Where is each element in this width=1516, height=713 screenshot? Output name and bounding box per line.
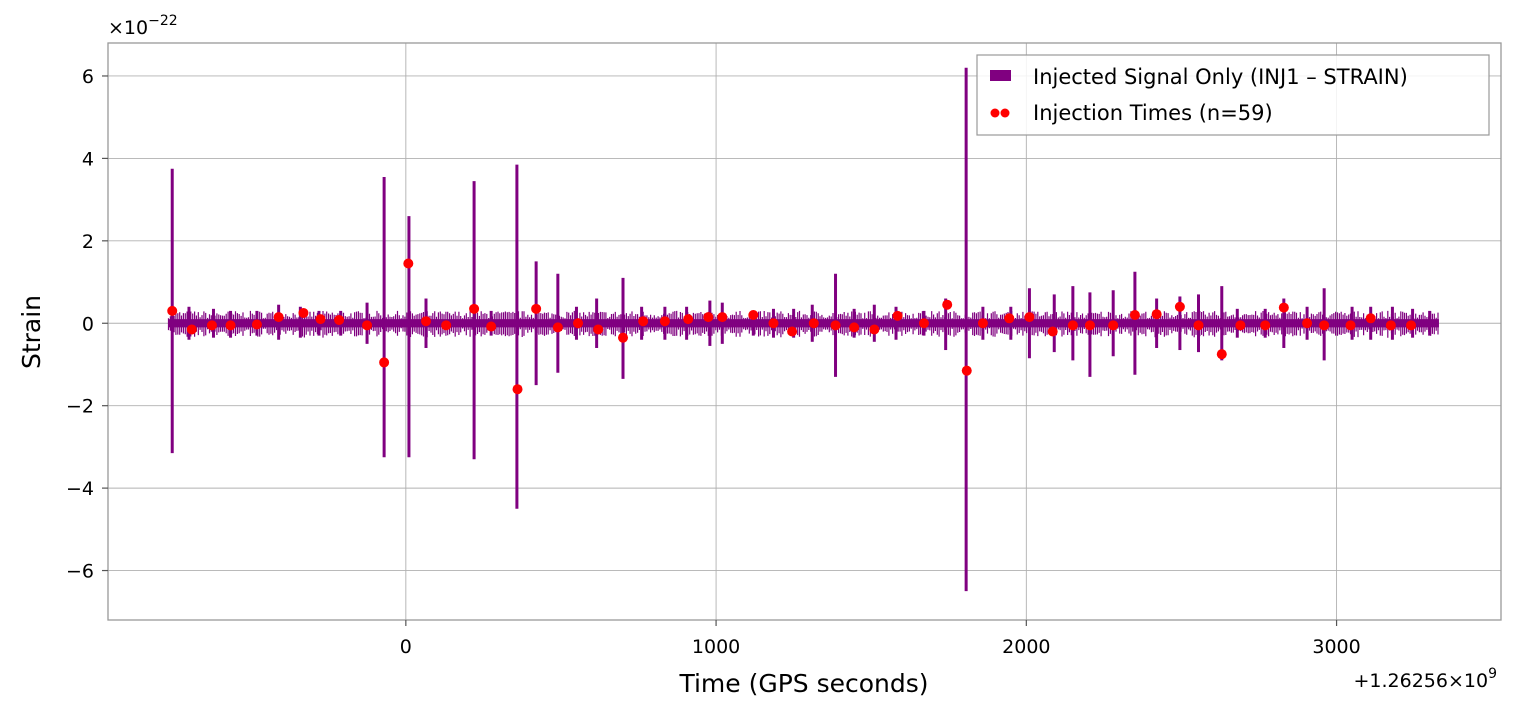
- legend-signal-label: Injected Signal Only (INJ1 – STRAIN): [1033, 65, 1408, 89]
- injection-marker: [977, 318, 988, 329]
- injection-marker: [869, 324, 880, 335]
- injection-marker: [1151, 309, 1162, 320]
- injection-marker: [1129, 310, 1140, 321]
- injection-marker: [1004, 313, 1015, 324]
- injection-marker: [618, 332, 629, 343]
- injection-marker: [315, 314, 326, 325]
- injection-marker: [1174, 301, 1185, 312]
- y-tick-label: 4: [82, 148, 94, 170]
- injection-marker: [849, 322, 860, 333]
- legend-box: [976, 54, 1490, 136]
- y-tick-label: 0: [82, 313, 94, 335]
- injection-marker: [225, 320, 236, 331]
- injection-marker: [1406, 320, 1417, 331]
- injection-marker: [1302, 318, 1313, 329]
- injection-marker: [251, 319, 262, 330]
- injection-marker: [830, 320, 841, 331]
- injection-marker: [1365, 313, 1376, 324]
- y-tick-label: −6: [66, 561, 94, 583]
- injection-marker: [379, 357, 390, 368]
- y-tick-label: −4: [66, 478, 94, 500]
- injection-marker: [659, 316, 670, 327]
- injection-marker: [273, 312, 284, 323]
- injection-marker: [808, 318, 819, 329]
- injection-marker: [441, 320, 452, 331]
- injection-marker: [186, 324, 197, 335]
- injection-marker: [469, 303, 480, 314]
- injection-marker: [683, 314, 694, 325]
- injection-marker: [573, 318, 584, 329]
- injection-marker: [1084, 320, 1095, 331]
- injection-marker: [1345, 320, 1356, 331]
- injection-marker: [1319, 320, 1330, 331]
- injection-marker: [787, 326, 798, 337]
- injection-marker: [717, 312, 728, 323]
- injection-marker: [593, 324, 604, 335]
- injection-marker: [1024, 312, 1035, 323]
- y-axis-label: Strain: [17, 295, 46, 369]
- injection-marker: [918, 318, 929, 329]
- injection-marker: [748, 310, 759, 321]
- injection-marker: [892, 310, 903, 321]
- injection-marker: [1260, 320, 1271, 331]
- injection-marker: [942, 299, 953, 310]
- injection-marker: [1278, 302, 1289, 313]
- x-tick-label: 3000: [1312, 636, 1360, 658]
- injection-marker: [298, 307, 309, 318]
- legend: Injected Signal Only (INJ1 – STRAIN) Inj…: [976, 54, 1490, 136]
- y-tick-label: −2: [66, 396, 94, 418]
- injection-marker: [1385, 320, 1396, 331]
- plot-area: [167, 67, 1439, 592]
- x-tick-label: 0: [400, 636, 412, 658]
- injection-marker: [1193, 320, 1204, 331]
- axis-ticks: 0 1000 2000 3000 −6 −4 −2 0 2 4 6: [66, 66, 1361, 658]
- injection-marker: [1067, 320, 1078, 331]
- injection-marker: [961, 365, 972, 376]
- plot-frame: [107, 42, 1502, 621]
- legend-signal-swatch: [990, 70, 1011, 81]
- injection-marker: [334, 314, 345, 325]
- x-axis-label: Time (GPS seconds): [678, 669, 928, 698]
- injection-marker: [512, 384, 523, 395]
- injection-marker: [1235, 320, 1246, 331]
- injection-marker: [1216, 349, 1227, 360]
- injection-marker: [486, 321, 497, 332]
- y-tick-label: 2: [82, 231, 94, 253]
- y-scale-factor: ×10−22: [108, 13, 178, 39]
- injection-marker: [638, 316, 649, 327]
- injection-marker: [1108, 320, 1119, 331]
- x-tick-label: 2000: [1002, 636, 1050, 658]
- legend-injection-marker-1: [990, 108, 1000, 118]
- y-tick-label: 6: [82, 66, 94, 88]
- x-offset-label: +1.26256×109: [1353, 666, 1497, 692]
- x-tick-label: 1000: [692, 636, 740, 658]
- injection-marker: [552, 322, 563, 333]
- injection-marker: [167, 305, 178, 316]
- injection-marker: [362, 320, 373, 331]
- legend-injection-marker-2: [1000, 108, 1010, 118]
- injection-marker: [1047, 326, 1058, 337]
- injection-marker: [421, 316, 432, 327]
- injection-marker: [531, 303, 542, 314]
- legend-injection-label: Injection Times (n=59): [1033, 101, 1273, 125]
- injection-marker: [768, 318, 779, 329]
- injection-marker: [206, 320, 217, 331]
- injection-marker: [403, 258, 414, 269]
- injection-marker: [703, 312, 714, 323]
